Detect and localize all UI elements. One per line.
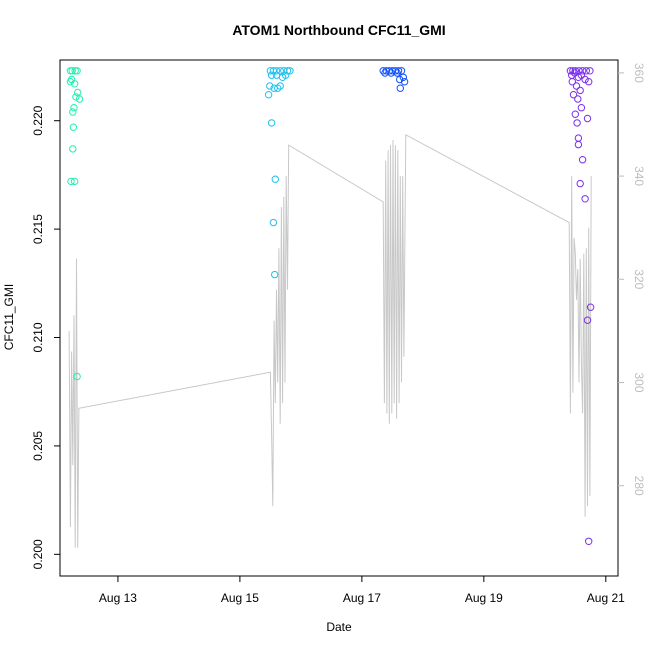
y-tick-label: 0.210 [31, 322, 45, 352]
data-point [574, 140, 583, 149]
data-point [577, 104, 586, 112]
data-point [72, 93, 80, 101]
data-point [576, 179, 584, 188]
data-point [574, 134, 583, 142]
data-point [572, 82, 581, 90]
plot-frame [59, 59, 619, 577]
y2-line [68, 133, 592, 548]
y-tick-label: 0.205 [31, 431, 45, 461]
data-point [269, 218, 278, 227]
data-point [69, 123, 78, 131]
data-point [400, 78, 409, 86]
data-point [73, 67, 81, 75]
data-point [276, 67, 284, 75]
data-point [267, 71, 276, 79]
data-point [274, 84, 282, 92]
data-point [276, 82, 284, 90]
x-tick-label: Aug 21 [587, 591, 625, 605]
y-axis: 0.200 0.205 0.210 0.215 0.220 [31, 105, 60, 569]
data-point [73, 372, 81, 381]
data-point [271, 175, 279, 183]
x-axis: Aug 13 Aug 15 Aug 17 Aug 19 Aug 21 [99, 576, 625, 605]
data-point [281, 71, 290, 79]
x-axis-label: Date [326, 620, 352, 634]
data-point [69, 145, 77, 153]
y2-series-line [68, 133, 592, 548]
y2-tick-label: 320 [632, 269, 646, 289]
x-tick-label: Aug 15 [221, 591, 259, 605]
data-point [585, 537, 593, 545]
data-point [271, 270, 279, 279]
data-point [286, 67, 294, 75]
data-point [578, 67, 587, 75]
y2-tick-label: 300 [632, 372, 646, 392]
data-point [574, 95, 582, 103]
y-tick-label: 0.220 [31, 105, 45, 135]
plot-area [59, 59, 619, 577]
y2-tick-label: 340 [632, 166, 646, 186]
data-point [69, 108, 77, 116]
data-point [70, 104, 78, 112]
data-point [578, 156, 587, 164]
data-point [583, 114, 592, 123]
y2-axis: 280 300 320 340 360 [618, 63, 646, 496]
data-point [267, 119, 276, 127]
data-point [67, 177, 75, 186]
data-point [581, 75, 589, 84]
x-tick-label: Aug 13 [99, 591, 137, 605]
data-point [399, 73, 407, 82]
data-point [582, 67, 590, 75]
x-tick-label: Aug 17 [343, 591, 381, 605]
data-point [283, 67, 292, 75]
data-point [573, 119, 581, 127]
y-axis-label: CFC11_GMI [2, 284, 16, 350]
data-point [586, 67, 594, 75]
data-point [393, 69, 401, 77]
data-point [568, 78, 576, 86]
data-point [75, 95, 84, 103]
data-point [585, 78, 593, 86]
y2-tick-label: 360 [632, 63, 646, 83]
y-tick-label: 0.215 [31, 214, 45, 244]
data-point [581, 195, 589, 203]
data-point [586, 303, 595, 311]
data-point [272, 71, 281, 79]
data-point [569, 91, 578, 99]
data-point [272, 67, 281, 75]
data-point [397, 67, 406, 75]
data-points [66, 67, 595, 545]
data-point [71, 67, 79, 75]
y2-tick-label: 280 [632, 476, 646, 496]
data-point [70, 177, 79, 186]
data-point [264, 91, 273, 99]
data-point [266, 82, 274, 90]
data-point [70, 80, 79, 88]
data-point [68, 67, 76, 75]
data-point [576, 86, 584, 95]
data-point [577, 71, 586, 79]
chart-title: ATOM1 Northbound CFC11_GMI [232, 22, 445, 38]
y-tick-label: 0.200 [31, 539, 45, 569]
x-tick-label: Aug 19 [465, 591, 503, 605]
data-point [74, 88, 82, 97]
data-point [396, 84, 404, 92]
data-point [566, 67, 575, 75]
data-point [396, 75, 404, 84]
data-point [571, 69, 579, 77]
data-point [583, 316, 592, 324]
data-point [571, 110, 579, 118]
